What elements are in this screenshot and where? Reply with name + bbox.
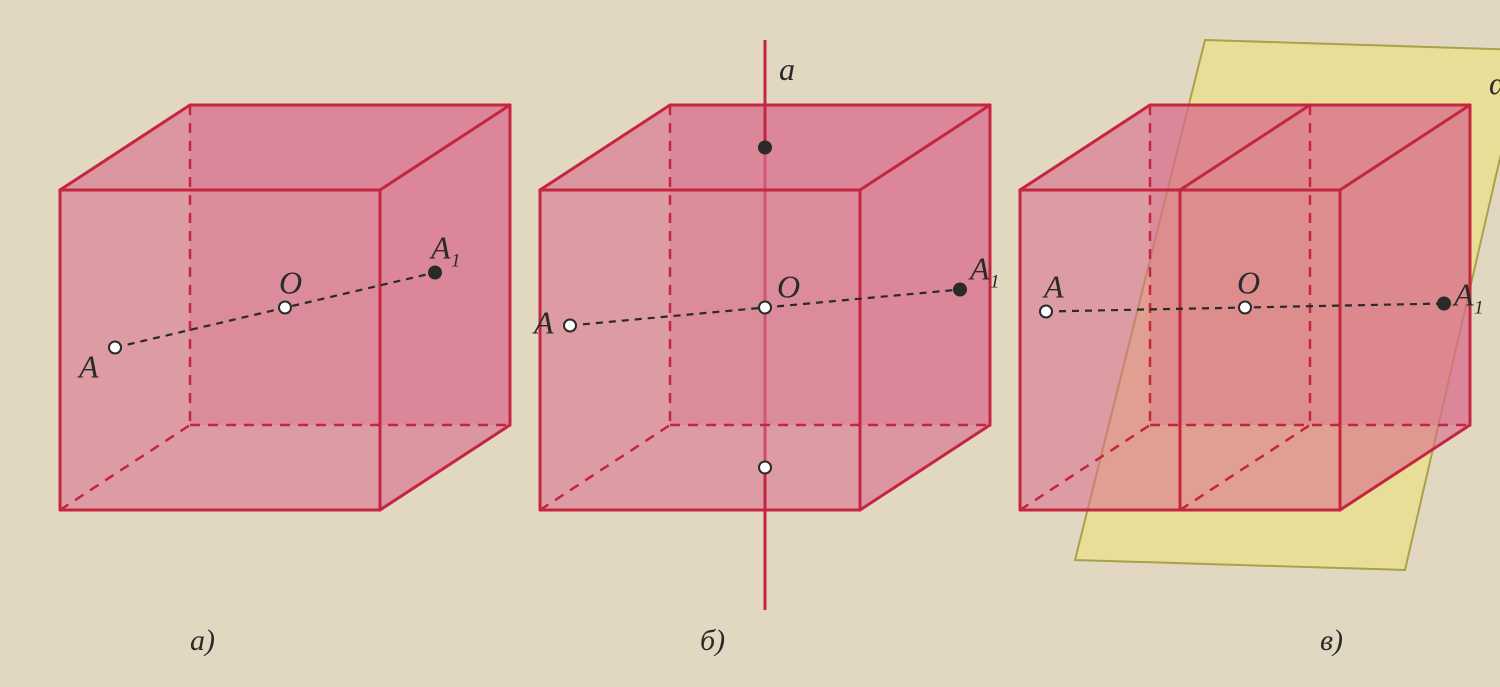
svg-text:α: α	[1489, 65, 1500, 101]
svg-text:а): а)	[190, 624, 215, 657]
svg-text:1: 1	[451, 251, 461, 272]
svg-text:1: 1	[1474, 298, 1484, 319]
svg-text:A: A	[429, 230, 451, 266]
svg-text:в): в)	[1320, 624, 1343, 657]
svg-text:A: A	[968, 251, 990, 287]
svg-text:A: A	[1042, 269, 1064, 305]
svg-text:a: a	[779, 51, 795, 87]
svg-text:A: A	[1452, 277, 1474, 313]
svg-text:A: A	[77, 349, 99, 385]
svg-text:O: O	[1237, 265, 1260, 301]
svg-text:б): б)	[700, 624, 725, 657]
svg-text:O: O	[279, 265, 302, 301]
svg-text:O: O	[777, 269, 800, 305]
svg-text:1: 1	[990, 272, 1000, 293]
svg-text:A: A	[532, 305, 554, 341]
